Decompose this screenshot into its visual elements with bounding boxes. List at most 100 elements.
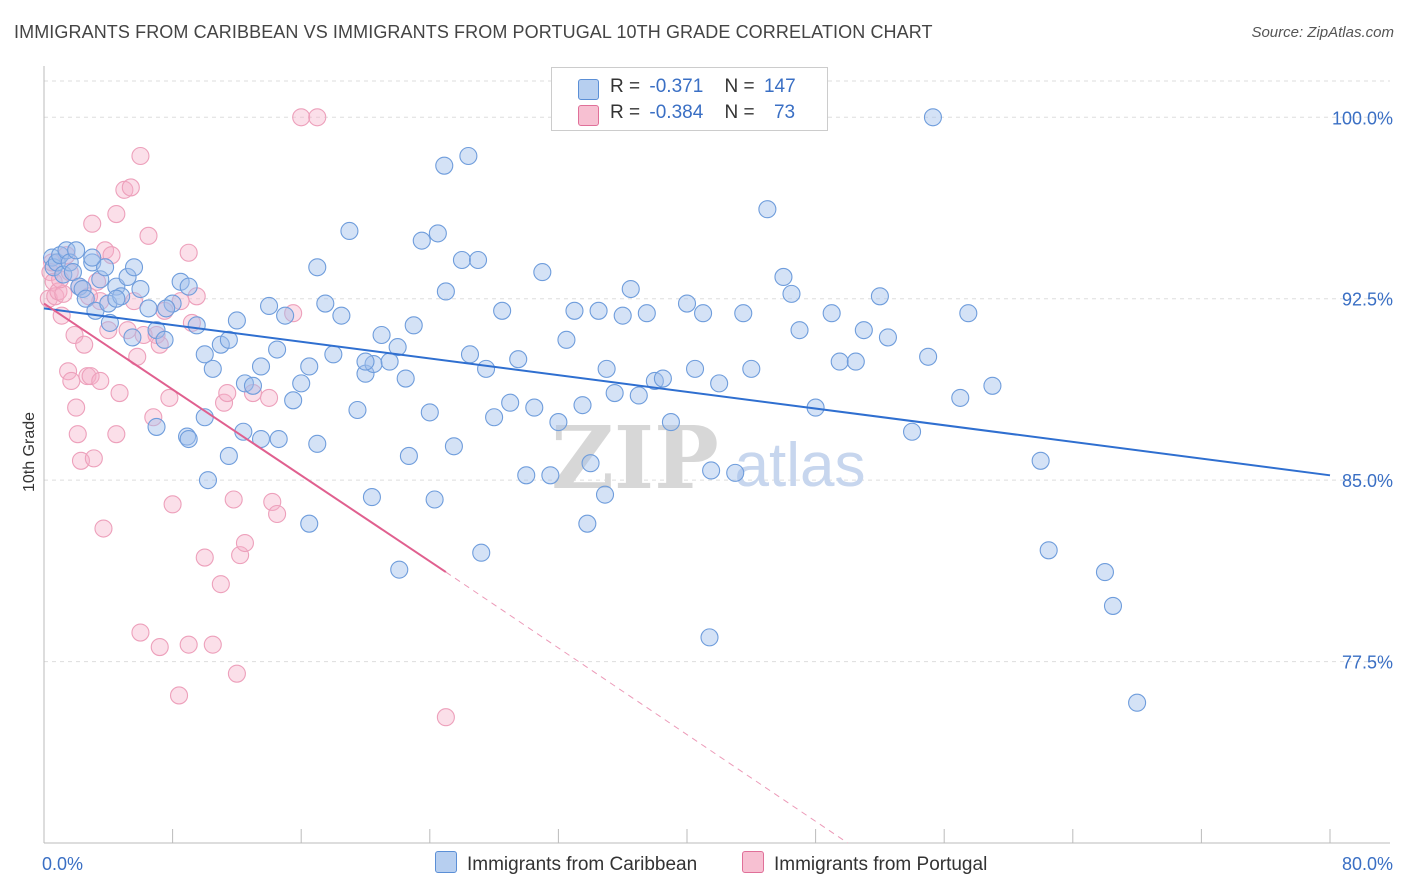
caribbean-point [428,224,447,243]
portugal-trend-line-extrapolated [445,571,849,844]
portugal-point [203,635,222,654]
caribbean-point [259,296,279,316]
caribbean-point [581,454,600,473]
caribbean-point [67,241,86,260]
axes [43,66,1390,844]
portugal-point [163,495,182,514]
y-tick-label: 77.5% [1342,653,1393,673]
caribbean-point [118,267,137,286]
caribbean-point [460,345,480,364]
caribbean-point [348,400,367,420]
caribbean-point [1128,693,1147,712]
caribbean-point [951,388,970,407]
portugal-point [107,425,126,444]
caribbean-point [155,330,174,349]
portugal-point [87,272,107,291]
caribbean-point [923,108,942,127]
portugal-point [308,108,327,127]
caribbean-point [131,279,150,299]
caribbean-point [685,359,705,378]
portugal-point [84,449,103,468]
portugal-point [59,362,78,381]
caribbean-point [629,386,648,405]
gridlines [44,80,1390,663]
portugal-point [436,708,455,727]
caribbean-point [790,321,809,340]
portugal-point [83,214,102,233]
caribbean-point [846,352,865,371]
caribbean-point [830,352,849,371]
portugal-swatch [578,105,599,126]
portugal-point [263,492,282,511]
caribbean-point [1039,541,1058,560]
portugal-point [107,204,126,224]
portugal-n-value: 73 [773,102,796,123]
caribbean-point [782,284,801,303]
portugal-point [292,108,311,127]
caribbean-point [332,306,351,325]
caribbean-point [509,350,528,369]
trend-lines [43,302,1331,844]
caribbean-point [452,250,472,270]
portugal-point [65,325,84,345]
caribbean-point [661,413,680,432]
caribbean-point [124,258,144,277]
caribbean-point [147,417,166,436]
caribbean-point [251,357,271,376]
caribbean-point [219,446,238,466]
caribbean-point [774,267,793,286]
correlation-legend: R = -0.371 N = 147 R = -0.384 N = 73 [551,67,828,131]
caribbean-point [710,374,729,393]
caribbean-point [308,258,327,277]
portugal-point [81,367,100,386]
source-label: Source: ZipAtlas.com [1251,24,1394,41]
caribbean-point [919,347,938,366]
caribbean-point [57,241,76,260]
portugal-point [195,548,214,567]
caribbean-point [702,461,721,480]
caribbean-point [396,369,415,388]
caribbean-point [517,466,536,485]
portugal-point [139,226,158,245]
portugal-point [169,686,189,705]
caribbean-point [73,279,92,299]
caribbean-point [300,514,319,533]
x-tick-label-min: 0.0% [42,854,83,874]
portugal-point [99,321,118,340]
caribbean-point [854,321,873,340]
caribbean-point [372,325,391,345]
caribbean-point [269,429,288,449]
portugal-point [179,243,198,262]
caribbean-point [76,289,95,308]
caribbean-trend-line [43,307,1331,477]
caribbean-point [902,422,922,441]
caribbean-point [100,313,119,332]
caribbean-point [276,306,295,325]
caribbean-point [525,398,544,417]
caribbean-swatch [578,79,599,100]
caribbean-point [179,429,198,449]
bottom-legend-caribbean: Immigrants from Caribbean [435,851,697,876]
chart-title: IMMIGRANTS FROM CARIBBEAN VS IMMIGRANTS … [14,22,933,42]
caribbean-point [501,393,520,412]
caribbean-point [123,328,142,347]
caribbean-point [758,200,777,219]
portugal-r-label: R = [610,102,641,123]
caribbean-point [219,330,238,349]
caribbean-point [157,299,176,318]
portugal-point [131,623,150,642]
portugal-point [121,178,140,197]
caribbean-point [677,294,697,313]
caribbean-point [412,231,431,250]
caribbean-point [493,301,512,320]
caribbean-point [96,258,115,277]
caribbean-point [435,156,454,175]
caribbean-point [557,330,576,349]
bottom-portugal-label: Immigrants from Portugal [774,854,988,875]
caribbean-point [637,304,656,323]
portugal-point [179,635,198,654]
y-tick-label: 100.0% [1332,108,1393,128]
portugal-point [131,146,150,166]
caribbean-point [597,359,616,378]
caribbean-point [742,359,761,378]
